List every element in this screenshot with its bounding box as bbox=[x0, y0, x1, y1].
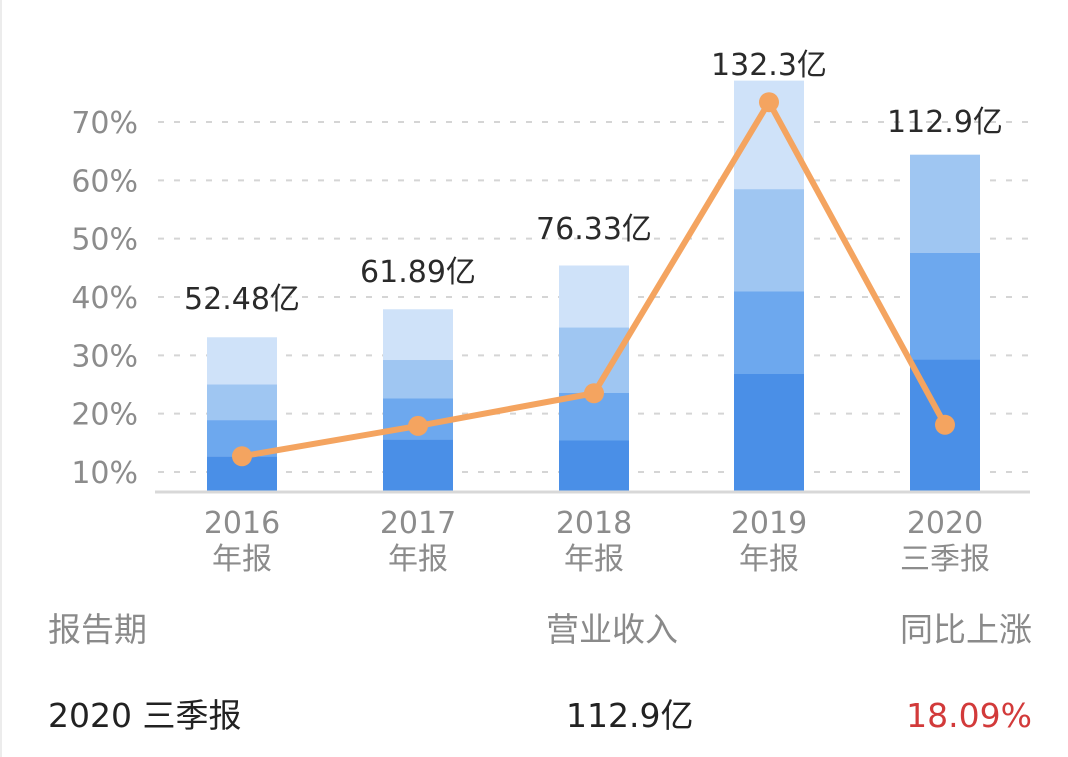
table-row: 2020 三季报 112.9亿 18.09% bbox=[0, 686, 1068, 746]
y-tick-label: 30% bbox=[71, 339, 138, 374]
bar-segment bbox=[559, 440, 629, 492]
x-tick-label: 2019 bbox=[731, 506, 807, 541]
x-tick-label: 年报 bbox=[388, 542, 448, 577]
bar-segment bbox=[559, 327, 629, 393]
revenue-label: 132.3亿 bbox=[711, 48, 827, 83]
bar-segment bbox=[734, 291, 804, 375]
header-yoy: 同比上涨 bbox=[900, 610, 1032, 649]
bar-segment bbox=[734, 374, 804, 492]
x-tick-label: 年报 bbox=[739, 542, 799, 577]
row-revenue: 112.9亿 bbox=[566, 696, 694, 735]
x-tick-label: 2016 bbox=[204, 506, 280, 541]
revenue-label: 52.48亿 bbox=[184, 282, 300, 317]
table-header-row: 报告期 营业收入 同比上涨 bbox=[0, 600, 1068, 660]
x-tick-label: 2018 bbox=[556, 506, 632, 541]
y-tick-label: 10% bbox=[71, 456, 138, 491]
revenue-labels: 52.48亿 61.89亿 76.33亿 132.3亿 112.9亿 bbox=[184, 48, 1003, 317]
x-tick-label: 2020 bbox=[907, 506, 983, 541]
x-tick-label: 2017 bbox=[380, 506, 456, 541]
row-period: 2020 三季报 bbox=[48, 696, 242, 735]
revenue-label: 61.89亿 bbox=[360, 255, 476, 290]
stacked-bars bbox=[207, 80, 980, 492]
line-point bbox=[935, 414, 955, 435]
header-period: 报告期 bbox=[48, 610, 147, 649]
revenue-label: 112.9亿 bbox=[887, 105, 1003, 140]
row-yoy: 18.09% bbox=[906, 696, 1032, 735]
left-border bbox=[0, 0, 2, 757]
bar-segment bbox=[910, 252, 980, 360]
x-tick-label: 年报 bbox=[564, 542, 624, 577]
x-tick-label: 三季报 bbox=[900, 542, 990, 577]
y-tick-label: 70% bbox=[71, 106, 138, 141]
header-revenue: 营业收入 bbox=[546, 610, 678, 649]
line-point bbox=[232, 446, 252, 467]
bar-segment bbox=[910, 154, 980, 253]
y-tick-label: 50% bbox=[71, 223, 138, 258]
bar-segment bbox=[383, 439, 453, 492]
y-tick-label: 60% bbox=[71, 164, 138, 199]
line-point bbox=[759, 92, 779, 113]
yoy-growth-line bbox=[232, 92, 955, 467]
bar-segment bbox=[383, 360, 453, 399]
y-tick-label: 40% bbox=[71, 281, 138, 316]
x-tick-label: 年报 bbox=[212, 542, 272, 577]
bar-segment bbox=[734, 189, 804, 292]
bar-segment bbox=[207, 384, 277, 421]
bar-segment bbox=[383, 309, 453, 361]
line-point bbox=[408, 415, 428, 436]
y-tick-label: 20% bbox=[71, 398, 138, 433]
y-axis-ticks: 10% 20% 30% 40% 50% 60% 70% bbox=[71, 106, 138, 491]
bar-segment bbox=[559, 265, 629, 328]
line-point bbox=[584, 383, 604, 404]
revenue-growth-chart: 10% 20% 30% 40% 50% 60% 70% 52.48亿 61.89亿 76.33亿… bbox=[71, 48, 1030, 577]
revenue-label: 76.33亿 bbox=[536, 212, 652, 247]
bar-segment bbox=[207, 337, 277, 385]
